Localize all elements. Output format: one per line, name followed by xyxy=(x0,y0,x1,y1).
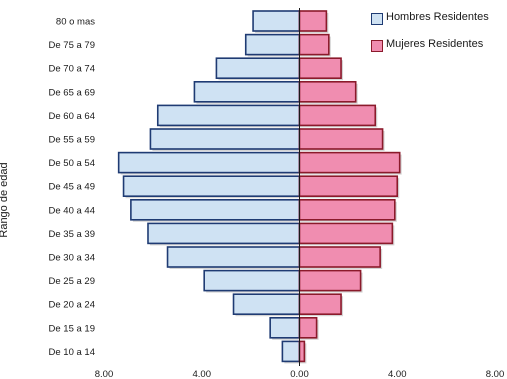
category-label: De 50 a 54 xyxy=(49,158,95,169)
category-label: De 60 a 64 xyxy=(49,111,95,122)
bar-hombres xyxy=(244,33,301,56)
bar-hombres xyxy=(215,57,301,80)
category-label: De 10 a 14 xyxy=(49,347,95,358)
bar-hombres xyxy=(203,269,301,292)
bar-hombres xyxy=(147,222,301,245)
category-label: De 30 a 34 xyxy=(49,253,95,264)
x-tick-label: 4.00 xyxy=(388,369,407,379)
category-label: 80 o mas xyxy=(56,17,95,28)
bar-mujeres xyxy=(298,33,330,56)
bar-mujeres xyxy=(298,199,396,221)
bar-hombres xyxy=(193,81,301,103)
bar-mujeres xyxy=(298,340,306,363)
category-label: De 15 a 19 xyxy=(49,323,95,334)
legend-swatch-mujeres xyxy=(371,40,383,52)
category-label: De 20 a 24 xyxy=(49,300,95,311)
bar-mujeres xyxy=(298,151,401,174)
category-label: De 55 a 59 xyxy=(49,135,95,146)
category-label: De 75 a 79 xyxy=(49,40,95,51)
category-label: De 35 a 39 xyxy=(49,229,95,240)
category-label: De 45 a 49 xyxy=(49,182,95,193)
category-label: De 25 a 29 xyxy=(49,276,95,287)
x-tick-label: 8.00 xyxy=(486,369,505,379)
bar-mujeres xyxy=(298,104,377,127)
bar-hombres xyxy=(166,246,301,268)
bar-hombres xyxy=(269,316,301,339)
x-tick-label: 0.00 xyxy=(290,369,309,379)
legend-label-mujeres: Mujeres Residentes xyxy=(386,38,484,50)
bar-hombres xyxy=(149,128,301,150)
category-label: De 65 a 69 xyxy=(49,87,95,98)
bar-mujeres xyxy=(298,128,384,150)
bar-hombres xyxy=(130,199,301,221)
bar-hombres xyxy=(232,293,301,316)
bar-mujeres xyxy=(298,246,381,268)
bar-mujeres xyxy=(298,10,328,32)
bar-hombres xyxy=(117,151,301,174)
bar-hombres xyxy=(252,10,301,32)
category-label: De 70 a 74 xyxy=(49,64,95,75)
bar-mujeres xyxy=(298,269,362,292)
bar-hombres xyxy=(156,104,301,127)
bar-hombres xyxy=(281,340,301,363)
bar-mujeres xyxy=(298,81,357,103)
x-tick-label: 8.00 xyxy=(95,369,114,379)
bar-mujeres xyxy=(298,293,342,316)
bar-mujeres xyxy=(298,316,318,339)
bar-mujeres xyxy=(298,222,394,245)
x-tick-label: 4.00 xyxy=(193,369,212,379)
bar-mujeres xyxy=(298,57,342,80)
legend-label-hombres: Hombres Residentes xyxy=(386,11,489,23)
bar-mujeres xyxy=(298,175,399,197)
category-label: De 40 a 44 xyxy=(49,205,95,216)
legend-swatch-hombres xyxy=(371,13,383,25)
bar-hombres xyxy=(122,175,301,197)
